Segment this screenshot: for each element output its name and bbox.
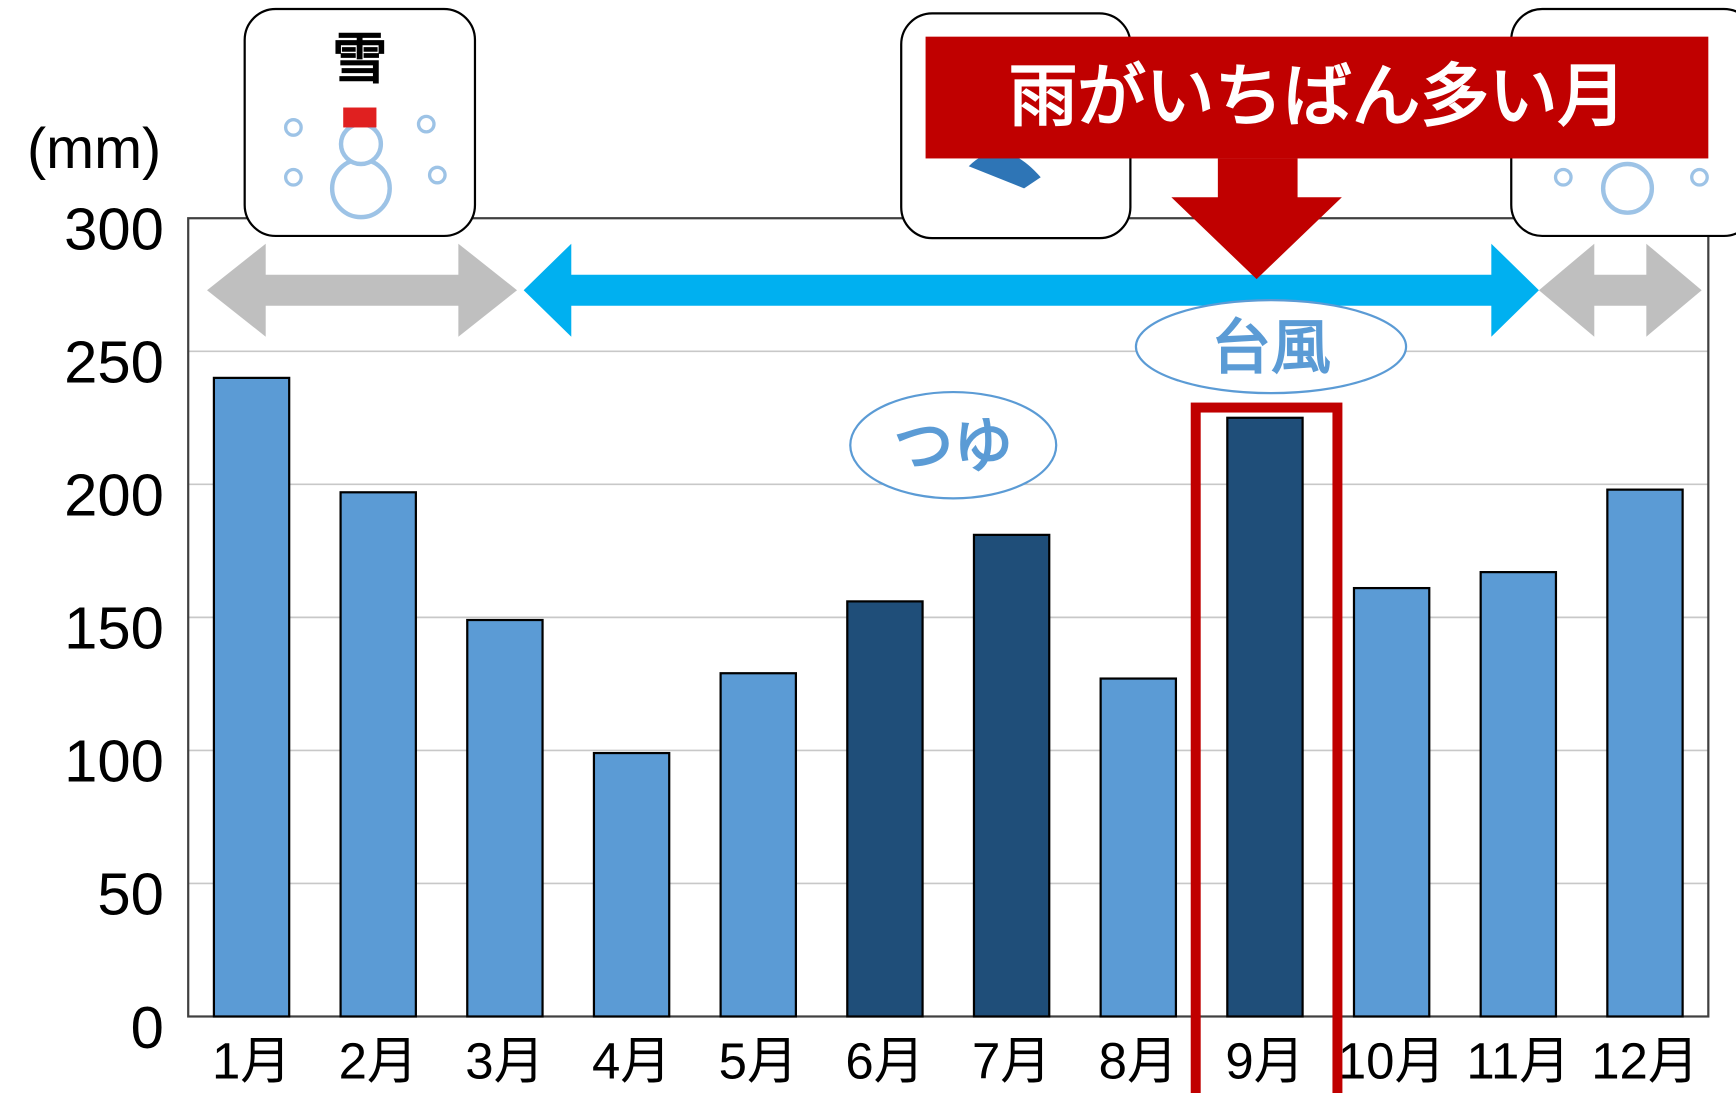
x-tick-label: 7月 xyxy=(972,1033,1051,1090)
bar xyxy=(594,753,669,1016)
x-tick-label: 11月 xyxy=(1466,1033,1570,1090)
y-tick-label: 0 xyxy=(131,994,164,1061)
x-tick-label: 6月 xyxy=(845,1033,924,1090)
bar xyxy=(1607,490,1682,1017)
x-tick-label: 4月 xyxy=(592,1033,671,1090)
rainy-label: つゆ xyxy=(893,413,1013,480)
x-tick-label: 3月 xyxy=(465,1033,544,1090)
bar xyxy=(721,673,796,1016)
bar xyxy=(1481,572,1556,1016)
bar xyxy=(1101,679,1176,1017)
bar xyxy=(214,378,289,1017)
bar xyxy=(847,601,922,1016)
snow-label: 雪 xyxy=(332,28,387,90)
typhoon-label: 台風 xyxy=(1211,314,1331,381)
x-tick-label: 5月 xyxy=(719,1033,798,1090)
x-tick-label: 10月 xyxy=(1338,1033,1446,1090)
x-tick-label: 12月 xyxy=(1591,1033,1699,1090)
chart: (mm) 0 50 100 150 200 250 300 1月 2月 3月 4月 5月 6月 7月 8月 9… xyxy=(0,0,1736,1093)
bar xyxy=(1227,418,1302,1017)
bar xyxy=(341,492,416,1016)
y-tick-label: 300 xyxy=(64,196,164,263)
banner-text: 雨がいちばん多い月 xyxy=(1009,58,1627,135)
y-tick-label: 50 xyxy=(97,861,163,928)
x-tick-label: 1月 xyxy=(212,1033,291,1090)
bar xyxy=(467,620,542,1016)
season-arrows xyxy=(207,244,1702,337)
y-tick-label: 100 xyxy=(64,728,164,795)
y-tick-label: 150 xyxy=(64,595,164,662)
x-tick-label: 8月 xyxy=(1099,1033,1178,1090)
y-tick-label: 250 xyxy=(64,329,164,396)
bar xyxy=(1354,588,1429,1016)
y-tick-label: 200 xyxy=(64,462,164,529)
bar xyxy=(974,535,1049,1017)
x-tick-label: 9月 xyxy=(1225,1033,1304,1090)
x-tick-label: 2月 xyxy=(339,1033,418,1090)
y-axis-label: (mm) xyxy=(27,117,161,181)
banner-arrow xyxy=(1171,158,1342,279)
